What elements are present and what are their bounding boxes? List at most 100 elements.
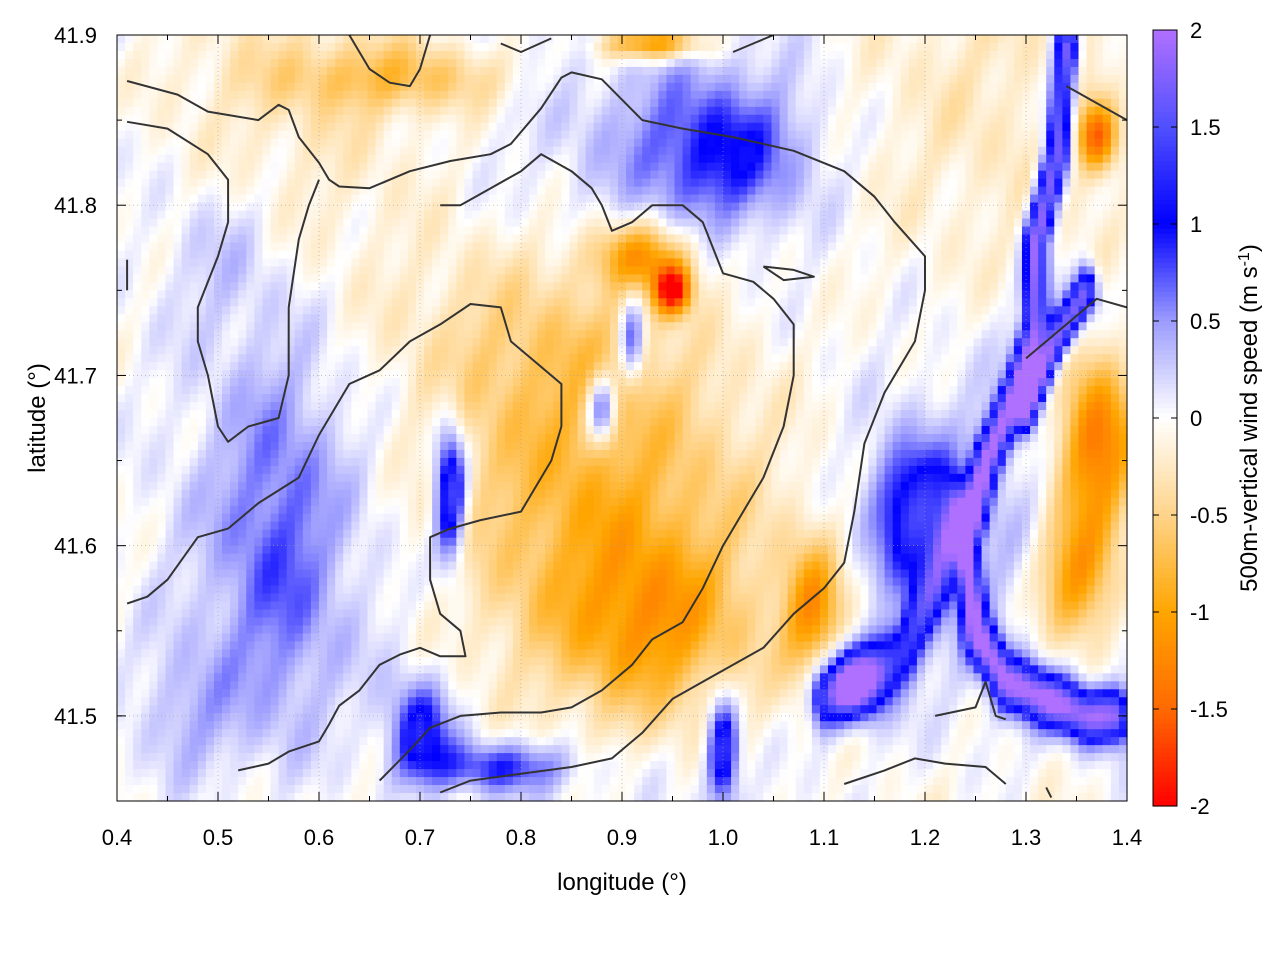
heatmap-cell (270, 242, 280, 252)
heatmap-cell (496, 346, 506, 355)
heatmap-cell (1021, 138, 1031, 148)
heatmap-cell (1038, 242, 1047, 252)
heatmap-cell (302, 98, 312, 108)
heatmap-cell (181, 210, 191, 220)
heatmap-cell (868, 266, 878, 275)
heatmap-cell (1013, 130, 1023, 140)
heatmap-cell (642, 130, 651, 140)
heatmap-cell (795, 258, 805, 267)
heatmap-cell (658, 170, 668, 180)
heatmap-cell (1086, 66, 1096, 76)
heatmap-cell (1038, 50, 1047, 60)
heatmap-cell (1110, 178, 1120, 188)
heatmap-cell (1013, 178, 1023, 188)
heatmap-cell (222, 130, 231, 140)
heatmap-cell (997, 218, 1007, 228)
heatmap-cell (480, 282, 490, 291)
heatmap-cell (529, 178, 538, 188)
heatmap-cell (836, 42, 845, 52)
heatmap-cell (674, 106, 684, 116)
heatmap-cell (642, 346, 651, 355)
heatmap-cell (1070, 90, 1080, 100)
heatmap-cell (407, 35, 417, 44)
heatmap-cell (1094, 330, 1104, 339)
heatmap-cell (666, 282, 676, 291)
heatmap-cell (504, 202, 514, 212)
heatmap-cell (375, 250, 385, 260)
heatmap-cell (844, 146, 853, 156)
heatmap-cell (246, 194, 255, 204)
heatmap-cell (803, 130, 813, 140)
heatmap-cell (771, 138, 781, 148)
heatmap-cell (884, 186, 894, 196)
heatmap-cell (319, 330, 328, 339)
heatmap-cell (852, 234, 861, 244)
heatmap-cell (529, 290, 538, 299)
heatmap-cell (771, 290, 781, 299)
heatmap-cell (310, 306, 320, 315)
heatmap-cell (787, 290, 797, 299)
heatmap-cell (553, 146, 562, 156)
heatmap-cell (504, 210, 514, 220)
heatmap-cell (739, 266, 748, 275)
heatmap-cell (480, 154, 490, 164)
heatmap-cell (747, 66, 756, 76)
heatmap-cell (480, 74, 490, 84)
heatmap-cell (189, 298, 199, 307)
heatmap-cell (488, 114, 498, 124)
heatmap-cell (197, 58, 207, 68)
heatmap-cell (755, 346, 764, 355)
heatmap-cell (375, 58, 385, 68)
heatmap-cell (803, 42, 813, 52)
heatmap-cell (173, 58, 183, 68)
heatmap-cell (1038, 170, 1047, 180)
heatmap-cell (779, 338, 789, 347)
heatmap-cell (828, 290, 837, 299)
heatmap-cell (1021, 66, 1031, 76)
heatmap-cell (286, 35, 296, 44)
heatmap-cell (294, 186, 304, 196)
heatmap-cell (141, 226, 150, 236)
heatmap-cell (545, 138, 554, 148)
heatmap-cell (262, 130, 272, 140)
heatmap-cell (512, 170, 522, 180)
heatmap-cell (1013, 330, 1023, 339)
heatmap-cell (512, 322, 522, 331)
heatmap-cell (626, 98, 635, 108)
heatmap-cell (731, 130, 740, 140)
heatmap-cell (496, 314, 506, 323)
heatmap-cell (448, 130, 457, 140)
heatmap-cell (1030, 306, 1039, 315)
heatmap-cell (351, 122, 360, 132)
heatmap-cell (278, 170, 288, 180)
heatmap-cell (407, 178, 417, 188)
heatmap-cell (884, 330, 894, 339)
heatmap-cell (545, 50, 554, 60)
heatmap-cell (448, 290, 457, 299)
heatmap-cell (383, 186, 393, 196)
heatmap-cell (294, 274, 304, 283)
heatmap-cell (141, 98, 150, 108)
heatmap-cell (763, 218, 773, 228)
heatmap-cell (375, 42, 385, 52)
heatmap-cell (965, 258, 975, 267)
heatmap-cell (553, 266, 562, 275)
heatmap-cell (197, 50, 207, 60)
heatmap-cell (1110, 186, 1120, 196)
heatmap-cell (262, 66, 272, 76)
heatmap-cell (601, 306, 611, 315)
heatmap-cell (464, 114, 474, 124)
heatmap-cell (375, 66, 385, 76)
heatmap-cell (819, 58, 829, 68)
heatmap-cell (472, 226, 482, 236)
heatmap-cell (916, 106, 926, 116)
heatmap-cell (973, 314, 983, 323)
heatmap-cell (787, 298, 797, 307)
heatmap-cell (989, 218, 999, 228)
heatmap-cell (286, 210, 296, 220)
heatmap-cell (674, 250, 684, 260)
heatmap-cell (1070, 186, 1080, 196)
heatmap-cell (399, 330, 409, 339)
heatmap-cell (165, 218, 175, 228)
heatmap-cell (157, 202, 167, 212)
